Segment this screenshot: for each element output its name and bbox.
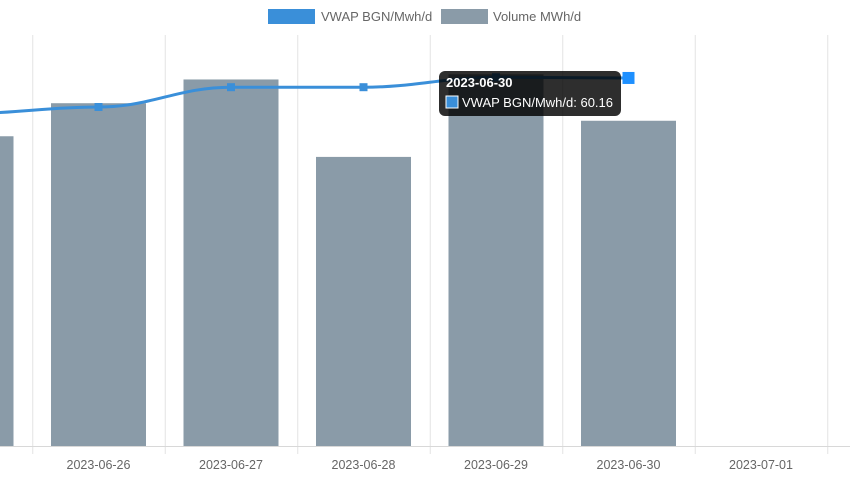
x-tick-label: 2023-06-26 [67,458,131,472]
vwap-point-2023-06-26[interactable] [94,103,103,111]
bar-2023-06-29[interactable] [448,74,544,447]
legend-swatch-vwap[interactable] [268,9,315,24]
bar-2023-06-30[interactable] [581,120,676,446]
bar-2023-06-25[interactable] [0,136,14,446]
legend-swatch-volume[interactable] [441,9,488,24]
legend[interactable]: VWAP BGN/Mwh/d Volume MWh/d [268,9,581,24]
tooltip-label: VWAP BGN/Mwh/d: 60.16 [462,95,613,110]
x-tick-label: 2023-07-01 [729,458,793,472]
x-tick-label: 2023-06-29 [464,458,528,472]
legend-label-volume[interactable]: Volume MWh/d [493,9,581,24]
x-axis: 2023-06-26 2023-06-27 2023-06-28 2023-06-29… [67,458,793,472]
bar-2023-06-27[interactable] [183,79,279,447]
tooltip: 2023-06-30 VWAP BGN/Mwh/d: 60.16 [439,71,621,116]
vwap-point-2023-06-30[interactable] [622,71,635,84]
legend-label-vwap[interactable]: VWAP BGN/Mwh/d [321,9,432,24]
x-tick-label: 2023-06-28 [332,458,396,472]
tooltip-box [439,71,621,116]
vwap-point-2023-06-28[interactable] [359,83,368,92]
vwap-point-2023-06-27[interactable] [227,83,235,92]
bar-2023-06-26[interactable] [51,103,146,447]
tooltip-swatch [445,95,459,109]
tooltip-title: 2023-06-30 [446,75,513,90]
bar-series [0,74,676,447]
bar-2023-06-28[interactable] [316,156,411,446]
x-tick-label: 2023-06-30 [597,458,661,472]
x-tick-label: 2023-06-27 [199,458,263,472]
